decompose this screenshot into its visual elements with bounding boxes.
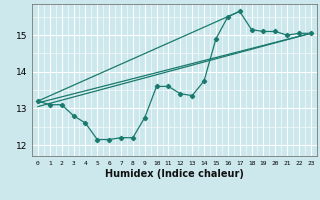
- X-axis label: Humidex (Indice chaleur): Humidex (Indice chaleur): [105, 169, 244, 179]
